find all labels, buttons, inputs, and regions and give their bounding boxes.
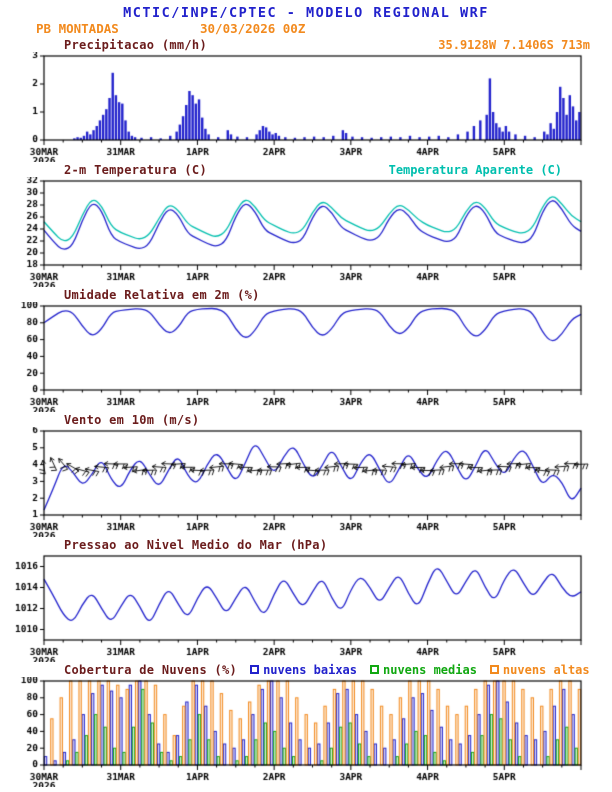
panel-title-pressure: Pressao ao Nivel Medio do Mar (hPa) [64, 537, 328, 552]
legend-nuvens-medias: nuvens medias [370, 663, 477, 677]
panel-title-precipitation: Precipitacao (mm/h) [64, 37, 207, 52]
legend-nuvens-baixas: nuvens baixas [250, 663, 357, 677]
page-title: MCTIC/INPE/CPTEC - MODELO REGIONAL WRF [123, 5, 489, 21]
precipitation-chart [0, 52, 612, 162]
panel-temperature-head: 2-m Temperatura (C) Temperatura Aparente… [0, 162, 612, 177]
panel-title-wind: Vento em 10m (m/s) [64, 412, 200, 427]
nuvens-medias-label: nuvens medias [383, 662, 477, 677]
cloud-cover-chart [0, 677, 612, 787]
panel-precipitation-head: Precipitacao (mm/h) 35.9128W 7.1406S 713… [0, 37, 612, 52]
nuvens-altas-label: nuvens altas [502, 662, 590, 677]
station-name: PB MONTADAS [36, 21, 119, 36]
legend-nuvens-altas: nuvens altas [489, 662, 590, 677]
panel-temperature: 2-m Temperatura (C) Temperatura Aparente… [0, 162, 612, 287]
panel-title-temperature: 2-m Temperatura (C) [64, 162, 207, 177]
panel-wind: Vento em 10m (m/s) [0, 412, 612, 537]
subheader: PB MONTADAS 30/03/2026 00Z [0, 21, 612, 37]
panel-title-cloud-cover: Cobertura de Nuvens (%) [64, 662, 238, 677]
panel-humidity-head: Umidade Relativa em 2m (%) [0, 287, 612, 302]
panel-humidity: Umidade Relativa em 2m (%) [0, 287, 612, 412]
temperature-chart [0, 177, 612, 287]
panel-cloud-cover-head: Cobertura de Nuvens (%) nuvens baixas nu… [0, 662, 612, 677]
location-coords: 35.9128W 7.1406S 713m [438, 37, 590, 52]
panel-pressure: Pressao ao Nivel Medio do Mar (hPa) [0, 537, 612, 662]
apparent-temp-legend: Temperatura Aparente (C) [388, 162, 562, 177]
run-datetime: 30/03/2026 00Z [200, 21, 306, 36]
panel-pressure-head: Pressao ao Nivel Medio do Mar (hPa) [0, 537, 612, 552]
panel-wind-head: Vento em 10m (m/s) [0, 412, 612, 427]
nuvens-medias-swatch [370, 665, 379, 674]
panel-title-humidity: Umidade Relativa em 2m (%) [64, 287, 260, 302]
nuvens-altas-swatch [489, 665, 499, 674]
nuvens-baixas-label: nuvens baixas [263, 662, 357, 677]
pressure-chart [0, 552, 612, 662]
panel-precipitation: Precipitacao (mm/h) 35.9128W 7.1406S 713… [0, 37, 612, 162]
humidity-chart [0, 302, 612, 412]
wind-chart [0, 427, 612, 537]
panel-cloud-cover: Cobertura de Nuvens (%) nuvens baixas nu… [0, 662, 612, 787]
nuvens-baixas-swatch [250, 665, 260, 674]
